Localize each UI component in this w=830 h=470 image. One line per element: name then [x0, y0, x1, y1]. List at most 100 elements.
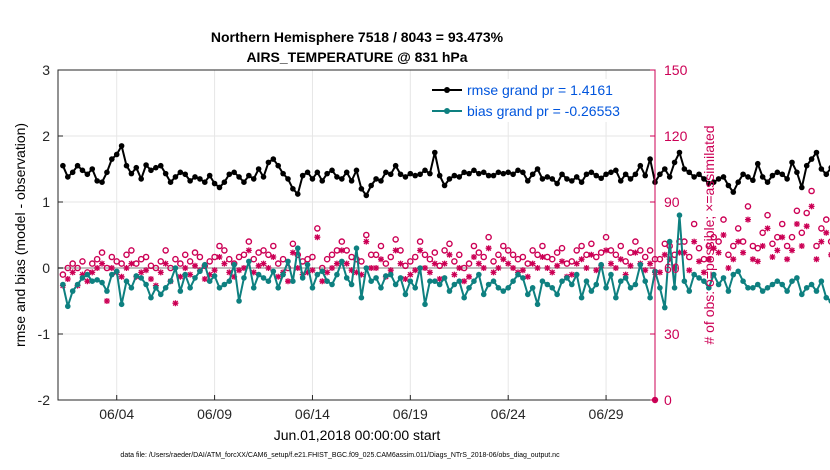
rmse-point [661, 166, 668, 172]
rmse-point [441, 182, 448, 189]
bias-point [549, 285, 556, 291]
obs-possible-point [509, 251, 517, 259]
obs-assimilated-point [343, 260, 350, 267]
bias-point [647, 294, 653, 301]
obs-possible-point [177, 260, 184, 267]
bias-point [622, 275, 629, 281]
bias-point [813, 288, 820, 294]
obs-possible-point [818, 225, 825, 232]
obs-assimilated-point [700, 269, 707, 276]
bias-point [661, 304, 668, 311]
obs-possible-point [441, 247, 448, 254]
obs-possible-point [446, 240, 453, 248]
obs-assimilated-point [260, 260, 267, 267]
obs-assimilated-point [147, 276, 154, 282]
rmse-point [554, 180, 560, 187]
obs-possible-point [79, 258, 86, 265]
rmse-point [407, 170, 414, 177]
bias-point [378, 285, 384, 291]
obs-possible-point [74, 264, 81, 272]
rmse-point [373, 176, 379, 182]
obs-assimilated-point [392, 247, 399, 254]
obs-possible-point [221, 247, 228, 254]
obs-assimilated-point [588, 251, 595, 258]
bias-point [211, 273, 218, 279]
obs-assimilated-point [603, 247, 610, 254]
rmse-point [730, 189, 737, 195]
obs-possible-point [328, 251, 336, 259]
rmse-point [657, 171, 663, 178]
rmse-point [520, 169, 526, 176]
left-tick-label: 2 [42, 128, 50, 144]
obs-assimilated-point [798, 243, 805, 249]
rmse-point [696, 171, 702, 178]
rmse-point [686, 169, 693, 176]
obs-assimilated-point [138, 269, 145, 276]
rmse-point [133, 164, 140, 171]
obs-possible-point [392, 236, 399, 243]
bias-point [99, 279, 105, 286]
obs-assimilated-point [201, 276, 208, 282]
obs-assimilated-point [720, 232, 727, 238]
rmse-point [412, 172, 419, 179]
legend-box [428, 79, 651, 122]
obs-possible-point [729, 242, 737, 250]
bias-point [64, 303, 71, 310]
rmse-point [334, 174, 340, 180]
obs-possible-point [377, 242, 385, 250]
obs-assimilated-point [177, 273, 184, 280]
obs-possible-point [314, 225, 321, 232]
rmse-point [549, 176, 556, 182]
obs-assimilated-point [475, 260, 482, 267]
rmse-point [627, 176, 634, 182]
bias-point [226, 278, 233, 285]
bias-point [554, 291, 560, 298]
bias-point [216, 285, 223, 291]
rmse-point [583, 171, 590, 178]
obs-assimilated-point [89, 269, 96, 276]
rmse-point [231, 169, 237, 176]
rmse-point [138, 176, 144, 182]
obs-possible-point [421, 251, 429, 259]
obs-possible-point [196, 253, 204, 261]
bias-point [246, 258, 252, 265]
bias-point [314, 271, 321, 278]
obs-possible-point [191, 249, 199, 256]
bias-point [799, 291, 805, 298]
legend-bias-marker [444, 108, 450, 114]
rmse-point [79, 167, 86, 174]
rmse-point [197, 176, 203, 182]
obs-assimilated-point [172, 300, 179, 307]
rmse-point [671, 159, 678, 166]
x-tick-label: 06/04 [99, 406, 134, 422]
obs-possible-point [720, 216, 727, 223]
bias-point [671, 285, 678, 291]
obs-assimilated-point [622, 271, 629, 278]
rmse-point [427, 170, 433, 177]
rmse-point [622, 171, 629, 178]
obs-assimilated-point [759, 243, 766, 249]
rmse-point [172, 174, 179, 180]
obs-assimilated-point [402, 276, 409, 282]
obs-assimilated-point [803, 223, 810, 230]
right-tick-label: 90 [664, 194, 680, 210]
obs-assimilated-point [216, 254, 223, 260]
obs-assimilated-point [348, 267, 355, 274]
bias-point [387, 271, 394, 278]
obs-possible-point [108, 253, 116, 261]
obs-possible-point [788, 233, 796, 241]
rmse-point [505, 169, 511, 176]
obs-assimilated-point [275, 273, 282, 280]
obs-assimilated-point [431, 260, 438, 267]
rmse-point [280, 170, 286, 177]
bias-point [476, 271, 482, 278]
obs-assimilated-point [495, 265, 502, 271]
obs-possible-point [695, 244, 703, 252]
bias-point [94, 277, 100, 283]
rmse-point [343, 169, 350, 176]
bias-point [446, 288, 453, 294]
bias-point [241, 275, 247, 281]
series-bias [60, 212, 830, 311]
x-tick-label: 06/29 [589, 406, 624, 422]
x-tick-label: 06/19 [393, 406, 428, 422]
